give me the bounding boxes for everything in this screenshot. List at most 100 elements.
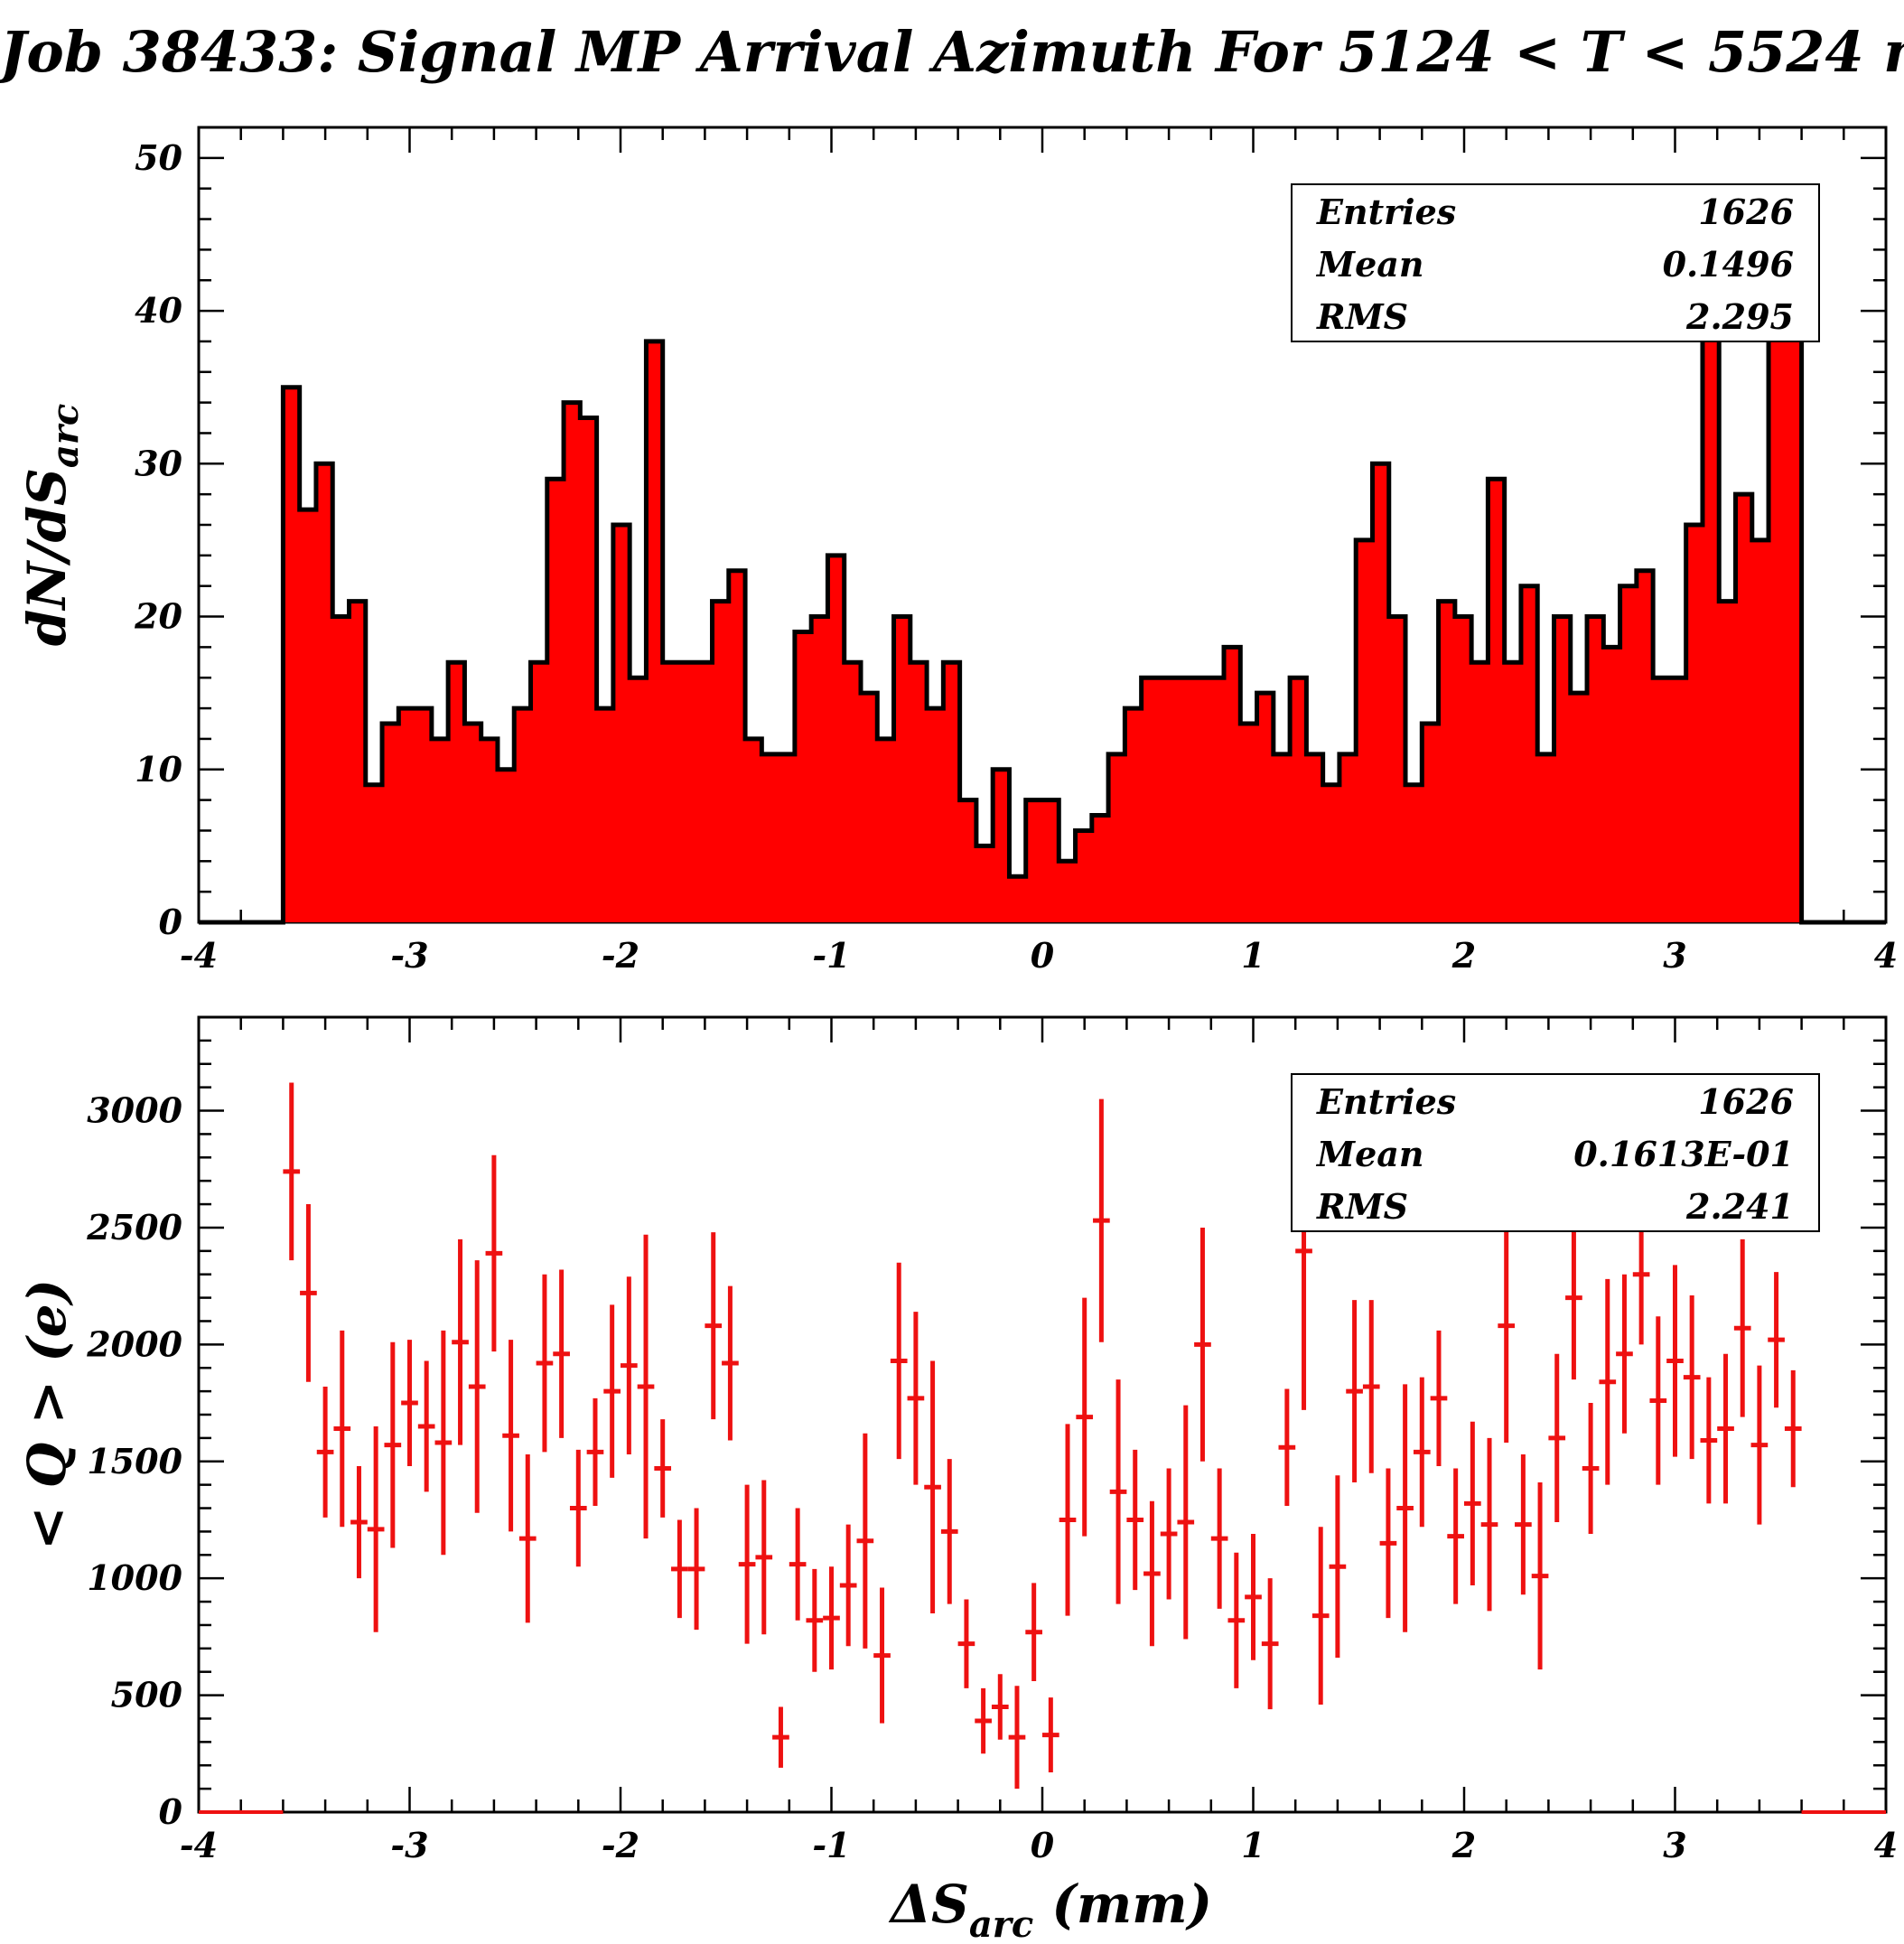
histogram-bar: [315, 463, 333, 922]
histogram-bar: [1273, 753, 1291, 922]
histogram-bar: [1059, 861, 1077, 922]
histogram-bar: [1322, 784, 1340, 922]
histogram-bar: [332, 616, 350, 922]
y-axis-title: < Q > (e): [16, 1279, 78, 1550]
histogram-bar: [646, 341, 664, 922]
x-tick-label: -2: [602, 1825, 639, 1865]
histogram-bar: [1141, 678, 1159, 922]
histogram-bar: [1025, 799, 1043, 922]
histogram-bar: [1438, 601, 1456, 922]
histogram-bar: [959, 799, 977, 922]
histogram-bar: [678, 662, 696, 922]
histogram-bar: [1339, 753, 1357, 922]
histogram-bar: [1125, 708, 1143, 922]
x-tick-label: 2: [1451, 1825, 1476, 1865]
x-axis-title-sub: arc: [969, 1903, 1033, 1944]
x-axis-title-unit: (mm): [1033, 1874, 1212, 1935]
histogram-bar: [1488, 479, 1506, 922]
stats-label: RMS: [1316, 1186, 1408, 1227]
histogram-bar: [1157, 678, 1175, 922]
histogram-bar: [1174, 678, 1191, 922]
y-tick-label: 0: [159, 902, 183, 942]
x-tick-label: 0: [1031, 1825, 1055, 1865]
stats-value: 1626: [1698, 1081, 1794, 1122]
stats-value: 0.1496: [1663, 244, 1794, 285]
histogram-bar: [546, 479, 565, 922]
histogram-bar: [860, 693, 878, 922]
histogram-bar: [1785, 280, 1803, 922]
stats-label: RMS: [1316, 296, 1408, 337]
y-tick-label: 1500: [87, 1441, 182, 1481]
histogram-bar: [1190, 678, 1209, 922]
histogram-bar: [877, 738, 895, 922]
x-tick-label: -2: [602, 935, 639, 976]
x-tick-label: -4: [180, 1825, 218, 1865]
histogram-bar: [530, 662, 548, 922]
histogram-bar: [1042, 799, 1059, 922]
stats-value: 0.1613E-01: [1573, 1134, 1794, 1174]
histogram-bar: [431, 738, 449, 922]
histogram-bar: [1224, 647, 1241, 922]
x-axis-title-main: ΔS: [888, 1874, 969, 1935]
x-tick-label: 4: [1874, 1825, 1898, 1865]
histogram-bar: [1587, 616, 1604, 922]
histogram-bar: [1520, 585, 1538, 922]
histogram-bar: [448, 662, 465, 922]
page-title: Job 38433: Signal MP Arrival Azimuth For…: [0, 19, 1904, 85]
histogram-bar: [943, 662, 961, 922]
histogram-bar: [728, 570, 746, 922]
histogram-bar: [927, 708, 944, 922]
y-tick-label: 2500: [86, 1207, 182, 1248]
histogram-bar: [1636, 570, 1654, 922]
histogram-bar: [1471, 662, 1489, 922]
y-tick-label: 50: [135, 137, 182, 178]
histogram-bar: [612, 525, 630, 922]
histogram-bar: [1769, 203, 1786, 923]
stats-box: [1291, 183, 1820, 342]
histogram-bar: [349, 601, 367, 922]
histogram-bar: [1619, 585, 1638, 922]
histogram-bar: [481, 738, 499, 922]
histogram-bar: [993, 769, 1010, 922]
histogram-bar: [1388, 616, 1406, 922]
histogram-bar: [1554, 616, 1572, 922]
histogram-bar: [415, 708, 433, 922]
histogram-bar: [712, 601, 730, 922]
stats-label: Mean: [1315, 244, 1424, 285]
histogram-bar: [1256, 693, 1274, 922]
histogram-bar: [398, 708, 416, 922]
x-tick-label: -3: [390, 935, 428, 976]
x-tick-label: -1: [812, 1825, 850, 1865]
histogram-bar: [1454, 616, 1472, 922]
histogram-bar: [1372, 463, 1390, 922]
histogram-bar: [695, 662, 714, 922]
histogram-bar: [382, 724, 399, 922]
histogram-bar: [1075, 830, 1093, 922]
x-tick-label: 3: [1663, 1825, 1686, 1865]
histogram-bar: [1240, 724, 1258, 922]
histogram-bar: [827, 555, 845, 922]
y-tick-label: 1000: [87, 1557, 182, 1598]
histogram-bar: [365, 784, 383, 922]
histogram-bar: [497, 769, 515, 922]
histogram-bar: [464, 724, 482, 922]
histogram-bar: [1091, 815, 1109, 922]
histogram-bar: [1669, 678, 1687, 922]
x-tick-label: -4: [180, 935, 218, 976]
x-tick-label: -3: [390, 1825, 428, 1865]
y-axis-title-main: dN/dS: [16, 468, 78, 646]
histogram-bar: [893, 616, 911, 922]
histogram-bar: [761, 753, 779, 922]
stats-value: 2.295: [1685, 296, 1794, 337]
histogram-bar: [1207, 678, 1225, 922]
histogram-bar: [283, 387, 301, 922]
stats-label: Entries: [1316, 192, 1456, 232]
histogram-bar: [910, 662, 928, 922]
histogram-bar: [1306, 753, 1324, 922]
histogram-bar: [580, 417, 598, 922]
stats-value: 2.241: [1685, 1186, 1794, 1227]
histogram-bar: [1735, 494, 1753, 922]
histogram-bar: [1751, 539, 1769, 922]
